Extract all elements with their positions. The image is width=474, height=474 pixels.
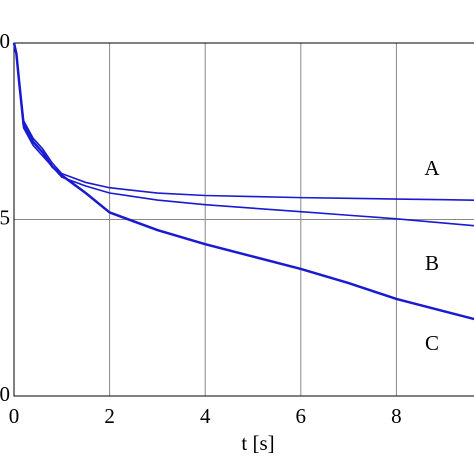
y-tick-label: 10 xyxy=(0,29,10,53)
x-axis-label: t [s] xyxy=(241,431,274,455)
x-tick-label: 2 xyxy=(104,404,115,428)
y-tick-label: 0 xyxy=(0,382,10,406)
series-label: B xyxy=(425,251,439,275)
x-tick-label: 0 xyxy=(9,404,20,428)
series-label: A xyxy=(424,156,440,180)
line-series xyxy=(12,42,474,321)
x-tick-label: 6 xyxy=(296,404,307,428)
plot-frame xyxy=(13,42,474,397)
y-tick-label: 5 xyxy=(0,205,10,229)
series-label: C xyxy=(425,331,439,355)
line-series xyxy=(13,42,474,201)
x-tick-label: 4 xyxy=(200,404,211,428)
x-tick-label: 8 xyxy=(391,404,402,428)
